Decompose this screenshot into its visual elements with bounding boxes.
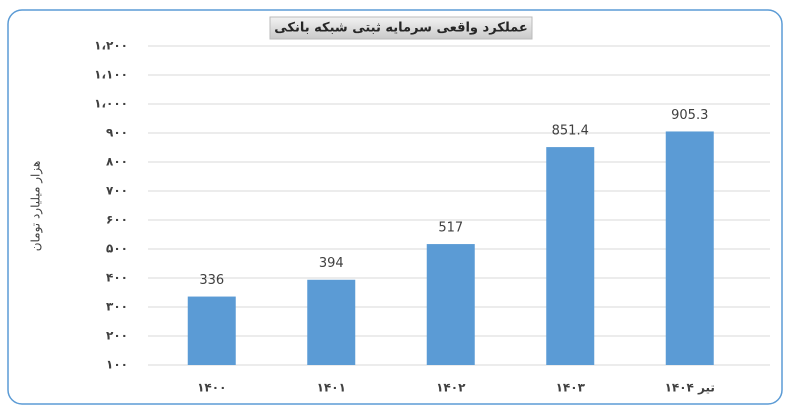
y-tick-label: ۸۰۰ (106, 155, 128, 169)
title-box (269, 16, 533, 40)
x-tick-label: ۱۴۰۰ (197, 381, 226, 395)
value-label: 336 (199, 273, 224, 288)
y-tick-label: ۱۰۰ (106, 358, 128, 372)
bar (665, 131, 714, 365)
y-tick-label: ۱،۰۰۰ (94, 97, 128, 111)
y-tick-label: ۱،۱۰۰ (94, 68, 128, 82)
y-tick-label: ۷۰۰ (106, 184, 128, 198)
x-tick-label: ۱۴۰۲ (436, 381, 466, 395)
bar (307, 279, 356, 365)
chart-title: عملکرد واقعی سرمایه ثبتی شبکه بانکی (274, 21, 528, 36)
bar (187, 296, 236, 365)
y-tick-label: ۲۰۰ (106, 329, 128, 343)
y-tick-label: ۴۰۰ (106, 271, 128, 285)
value-label: 851.4 (552, 124, 589, 139)
y-axis-label: هزار میلیارد تومان (29, 161, 44, 252)
x-tick-label: تیر ۱۴۰۴ (665, 381, 715, 395)
value-label: 394 (319, 256, 344, 271)
y-tick-label: ۱،۲۰۰ (94, 39, 128, 53)
y-tick-label: ۵۰۰ (106, 242, 128, 256)
x-tick-label: ۱۴۰۳ (556, 381, 586, 395)
y-tick-label: ۳۰۰ (106, 300, 128, 314)
bar (426, 244, 475, 365)
y-tick-label: ۹۰۰ (106, 126, 128, 140)
x-tick-label: ۱۴۰۱ (317, 381, 346, 395)
value-label: 517 (438, 221, 463, 236)
bar (546, 147, 595, 365)
value-label: 905.3 (671, 108, 708, 123)
y-tick-label: ۶۰۰ (106, 213, 128, 227)
